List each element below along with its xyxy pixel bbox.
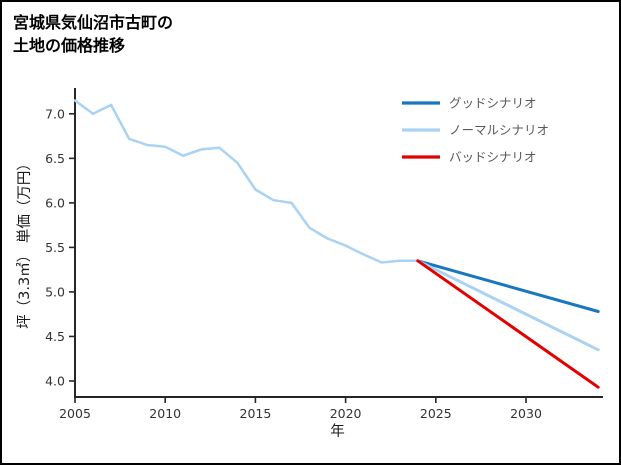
y-tick-label: 5.0 bbox=[45, 284, 65, 299]
normal-scenario-line bbox=[416, 259, 600, 352]
legend-label-good-scenario: グッドシナリオ bbox=[449, 96, 537, 111]
bad-scenario-line bbox=[416, 259, 600, 389]
good-scenario-line bbox=[416, 259, 600, 313]
y-tick-label: 4.0 bbox=[45, 373, 65, 388]
x-tick-label: 2030 bbox=[510, 406, 542, 421]
x-tick-label: 2020 bbox=[330, 406, 362, 421]
y-tick-label: 6.0 bbox=[45, 195, 65, 210]
chart-title-line1: 宮城県気仙沼市古町の bbox=[13, 13, 174, 32]
legend-label-bad-scenario: バッドシナリオ bbox=[449, 150, 537, 165]
x-tick-label: 2025 bbox=[420, 406, 452, 421]
chart-title: 宮城県気仙沼市古町の 土地の価格推移 bbox=[13, 11, 173, 57]
legend-label-normal-scenario: ノーマルシナリオ bbox=[449, 123, 549, 138]
history-line bbox=[73, 99, 420, 264]
y-tick-label: 7.0 bbox=[45, 106, 65, 121]
y-tick-label: 6.5 bbox=[45, 151, 65, 166]
y-axis-title: 坪（3.3㎡） 単価（万円） bbox=[16, 156, 33, 329]
y-tick-label: 4.5 bbox=[45, 329, 65, 344]
x-axis-title: 年 bbox=[330, 423, 345, 440]
chart-title-line2: 土地の価格推移 bbox=[13, 36, 126, 56]
x-tick-label: 2015 bbox=[240, 406, 272, 421]
x-tick-label: 2005 bbox=[59, 406, 91, 421]
x-tick-label: 2010 bbox=[149, 406, 181, 421]
y-tick-label: 5.5 bbox=[45, 240, 65, 255]
